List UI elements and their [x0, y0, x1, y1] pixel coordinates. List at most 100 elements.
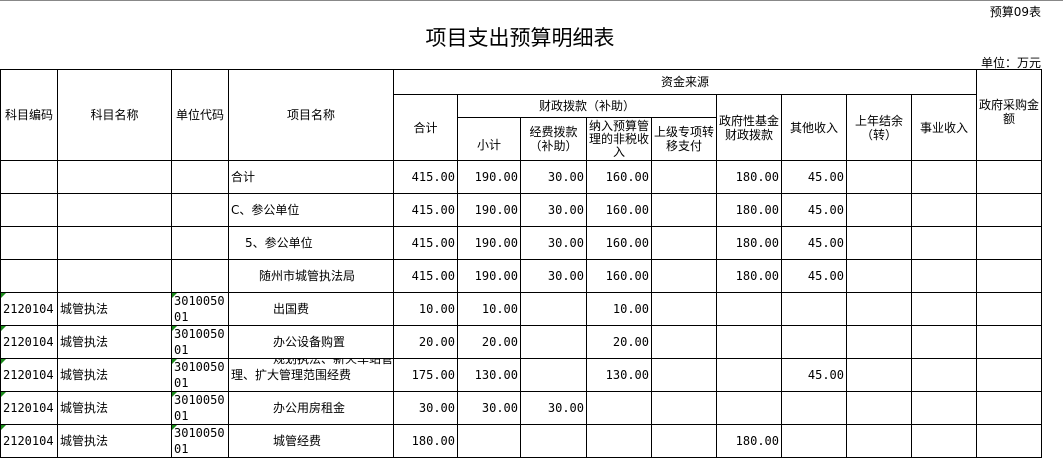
value-cell[interactable] [520, 325, 587, 359]
project-name-cell[interactable]: 办公用房租金 [228, 391, 394, 425]
value-cell[interactable] [846, 325, 912, 359]
subject-code-cell[interactable]: 2120104 [0, 391, 58, 425]
value-cell[interactable] [520, 424, 587, 458]
value-cell[interactable] [651, 226, 717, 260]
value-cell[interactable]: 415.00 [393, 259, 458, 293]
subject-name-cell[interactable] [57, 193, 172, 227]
value-cell[interactable] [976, 358, 1042, 392]
value-cell[interactable] [520, 358, 587, 392]
value-cell[interactable]: 20.00 [586, 325, 652, 359]
value-cell[interactable] [651, 358, 717, 392]
value-cell[interactable]: 45.00 [781, 358, 847, 392]
value-cell[interactable]: 130.00 [586, 358, 652, 392]
value-cell[interactable]: 10.00 [457, 292, 521, 326]
value-cell[interactable] [651, 193, 717, 227]
value-cell[interactable] [651, 160, 717, 194]
value-cell[interactable] [846, 259, 912, 293]
unit-code-cell[interactable]: 301005001 [171, 391, 229, 425]
value-cell[interactable]: 160.00 [586, 226, 652, 260]
value-cell[interactable] [976, 259, 1042, 293]
value-cell[interactable]: 415.00 [393, 193, 458, 227]
unit-code-cell[interactable] [171, 226, 229, 260]
project-name-cell[interactable]: 规划执法、新火车站管理、扩大管理范围经费 [228, 358, 394, 392]
subject-name-cell[interactable]: 城管执法 [57, 292, 172, 326]
value-cell[interactable] [911, 325, 977, 359]
value-cell[interactable] [911, 259, 977, 293]
value-cell[interactable] [911, 193, 977, 227]
value-cell[interactable] [976, 391, 1042, 425]
unit-code-cell[interactable]: 301005001 [171, 358, 229, 392]
value-cell[interactable]: 30.00 [520, 391, 587, 425]
value-cell[interactable] [651, 259, 717, 293]
value-cell[interactable]: 190.00 [457, 259, 521, 293]
subject-name-cell[interactable] [57, 160, 172, 194]
value-cell[interactable] [846, 358, 912, 392]
value-cell[interactable] [586, 391, 652, 425]
value-cell[interactable] [651, 325, 717, 359]
unit-code-cell[interactable]: 301005001 [171, 325, 229, 359]
project-name-cell[interactable]: 5、参公单位 [228, 226, 394, 260]
subject-code-cell[interactable] [0, 259, 58, 293]
value-cell[interactable] [911, 226, 977, 260]
value-cell[interactable] [911, 424, 977, 458]
value-cell[interactable]: 160.00 [586, 160, 652, 194]
value-cell[interactable]: 190.00 [457, 160, 521, 194]
value-cell[interactable]: 30.00 [520, 160, 587, 194]
subject-code-cell[interactable] [0, 160, 58, 194]
value-cell[interactable]: 180.00 [716, 193, 782, 227]
value-cell[interactable] [846, 193, 912, 227]
subject-name-cell[interactable]: 城管执法 [57, 424, 172, 458]
subject-code-cell[interactable] [0, 226, 58, 260]
value-cell[interactable]: 415.00 [393, 226, 458, 260]
value-cell[interactable] [911, 358, 977, 392]
value-cell[interactable]: 190.00 [457, 193, 521, 227]
unit-code-cell[interactable] [171, 193, 229, 227]
value-cell[interactable] [976, 424, 1042, 458]
value-cell[interactable]: 45.00 [781, 160, 847, 194]
unit-code-cell[interactable]: 301005001 [171, 292, 229, 326]
value-cell[interactable] [651, 424, 717, 458]
value-cell[interactable] [846, 391, 912, 425]
value-cell[interactable] [911, 391, 977, 425]
subject-name-cell[interactable]: 城管执法 [57, 358, 172, 392]
value-cell[interactable] [846, 292, 912, 326]
value-cell[interactable]: 10.00 [393, 292, 458, 326]
value-cell[interactable] [976, 193, 1042, 227]
value-cell[interactable]: 180.00 [716, 424, 782, 458]
value-cell[interactable]: 175.00 [393, 358, 458, 392]
unit-code-cell[interactable] [171, 259, 229, 293]
value-cell[interactable] [846, 160, 912, 194]
value-cell[interactable] [846, 424, 912, 458]
value-cell[interactable] [586, 424, 652, 458]
value-cell[interactable] [781, 391, 847, 425]
subject-code-cell[interactable]: 2120104 [0, 424, 58, 458]
project-name-cell[interactable]: 合计 [228, 160, 394, 194]
value-cell[interactable]: 30.00 [520, 259, 587, 293]
value-cell[interactable] [716, 391, 782, 425]
value-cell[interactable]: 130.00 [457, 358, 521, 392]
value-cell[interactable]: 30.00 [520, 193, 587, 227]
value-cell[interactable]: 20.00 [393, 325, 458, 359]
value-cell[interactable] [716, 325, 782, 359]
value-cell[interactable]: 180.00 [716, 160, 782, 194]
value-cell[interactable] [911, 160, 977, 194]
project-name-cell[interactable]: C、参公单位 [228, 193, 394, 227]
value-cell[interactable]: 45.00 [781, 259, 847, 293]
subject-code-cell[interactable]: 2120104 [0, 358, 58, 392]
value-cell[interactable]: 30.00 [457, 391, 521, 425]
value-cell[interactable] [976, 160, 1042, 194]
value-cell[interactable]: 160.00 [586, 193, 652, 227]
value-cell[interactable] [846, 226, 912, 260]
subject-code-cell[interactable]: 2120104 [0, 325, 58, 359]
value-cell[interactable] [716, 358, 782, 392]
project-name-cell[interactable]: 出国费 [228, 292, 394, 326]
value-cell[interactable]: 30.00 [520, 226, 587, 260]
subject-name-cell[interactable]: 城管执法 [57, 391, 172, 425]
unit-code-cell[interactable]: 301005001 [171, 424, 229, 458]
value-cell[interactable]: 20.00 [457, 325, 521, 359]
value-cell[interactable] [716, 292, 782, 326]
value-cell[interactable] [976, 226, 1042, 260]
value-cell[interactable]: 45.00 [781, 193, 847, 227]
value-cell[interactable]: 180.00 [716, 226, 782, 260]
subject-name-cell[interactable] [57, 226, 172, 260]
